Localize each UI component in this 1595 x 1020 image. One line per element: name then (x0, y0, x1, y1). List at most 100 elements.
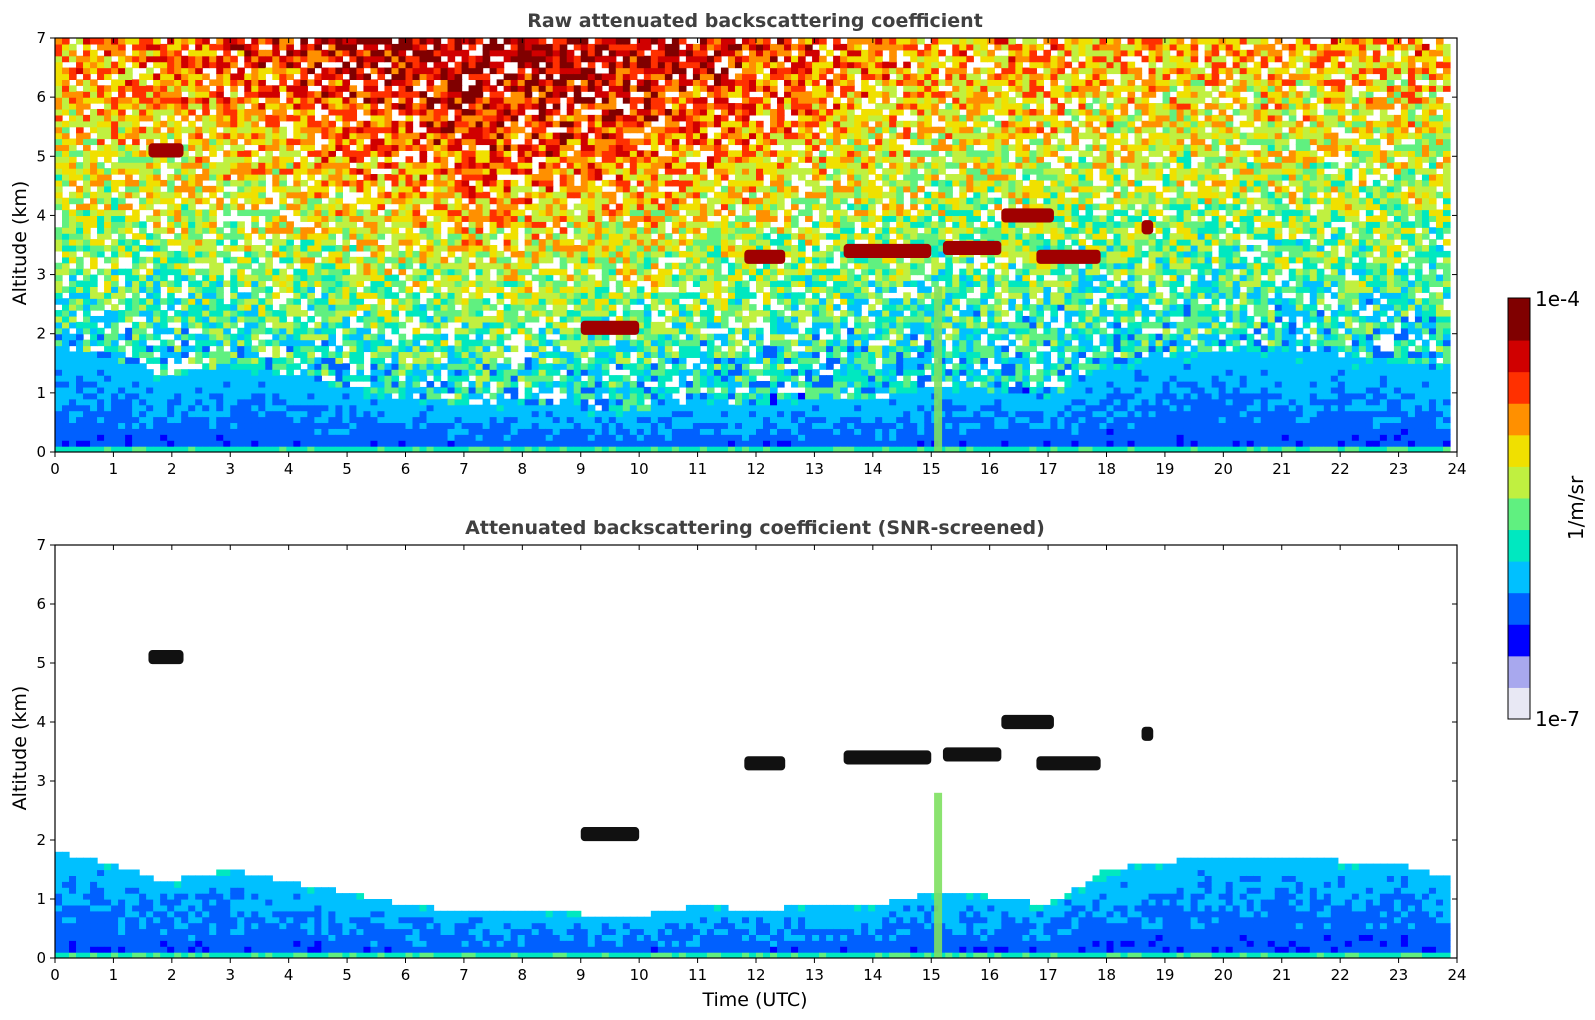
heatmap-cell (524, 203, 533, 211)
heatmap-cell (573, 416, 582, 424)
heatmap-cell (461, 174, 470, 181)
heatmap-cell (251, 304, 259, 311)
heatmap-cell (622, 144, 631, 151)
heatmap-cell (608, 67, 617, 75)
heatmap-cell (300, 434, 308, 441)
heatmap-cell (433, 168, 442, 175)
heatmap-cell (202, 392, 210, 400)
heatmap-cell (195, 126, 203, 134)
heatmap-cell (503, 422, 512, 429)
heatmap-cell (468, 103, 477, 110)
heatmap-cell (615, 43, 624, 51)
heatmap-cell (559, 292, 568, 299)
heatmap-cell (538, 91, 547, 98)
heatmap-cell (314, 321, 322, 329)
heatmap-cell (538, 197, 547, 205)
heatmap-cell (622, 357, 631, 364)
heatmap-cell (524, 144, 533, 151)
heatmap-cell (559, 85, 568, 92)
heatmap-cell (594, 91, 603, 98)
heatmap-cell (538, 191, 547, 199)
heatmap-cell (349, 245, 358, 252)
heatmap-cell (629, 428, 638, 435)
heatmap-cell (566, 103, 575, 110)
heatmap-cell (482, 250, 491, 258)
heatmap-cell (377, 73, 386, 80)
heatmap-cell (97, 398, 105, 406)
heatmap-cell (90, 79, 98, 86)
heatmap-cell (573, 61, 582, 69)
heatmap-cell (461, 369, 470, 376)
heatmap-cell (370, 239, 379, 246)
heatmap-cell (461, 233, 470, 240)
heatmap-cell (419, 168, 428, 175)
heatmap-cell (629, 49, 638, 57)
heatmap-cell (482, 233, 491, 240)
heatmap-cell (510, 126, 519, 134)
heatmap-cell (167, 298, 175, 305)
heatmap-cell (188, 97, 196, 104)
heatmap-cell (440, 174, 449, 181)
heatmap-cell (265, 410, 273, 418)
heatmap-cell (349, 416, 358, 424)
heatmap-cell (118, 191, 126, 199)
heatmap-cell (405, 38, 414, 45)
heatmap-cell (104, 203, 112, 211)
heatmap-cell (125, 67, 133, 75)
heatmap-cell (83, 315, 91, 323)
heatmap-cell (188, 108, 196, 116)
heatmap-cell (328, 203, 336, 211)
heatmap-cell (125, 85, 133, 92)
heatmap-cell (104, 91, 112, 98)
heatmap-cell (160, 103, 168, 110)
heatmap-cell (461, 191, 470, 199)
heatmap-cell (342, 398, 351, 406)
heatmap-cell (55, 428, 63, 435)
heatmap-cell (349, 138, 358, 146)
heatmap-cell (146, 428, 154, 435)
heatmap-cell (636, 416, 645, 424)
heatmap-cell (286, 280, 294, 287)
heatmap-cell (69, 446, 77, 452)
heatmap-cell (454, 209, 463, 217)
heatmap-cell (608, 386, 617, 394)
heatmap-cell (216, 310, 224, 317)
heatmap-cell (174, 203, 182, 211)
heatmap-cell (300, 422, 308, 429)
heatmap-cell (118, 298, 126, 305)
heatmap-cell (167, 428, 175, 435)
heatmap-cell (580, 446, 589, 452)
heatmap-cell (433, 55, 442, 63)
heatmap-cell (181, 410, 189, 418)
heatmap-cell (510, 410, 519, 418)
heatmap-cell (412, 203, 421, 211)
heatmap-cell (118, 245, 126, 252)
heatmap-cell (510, 38, 519, 45)
heatmap-cell (461, 298, 470, 305)
heatmap-cell (503, 55, 512, 63)
heatmap-cell (419, 280, 428, 287)
heatmap-cell (160, 422, 168, 429)
heatmap-cell (377, 404, 386, 412)
heatmap-cell (447, 245, 456, 252)
heatmap-cell (391, 120, 400, 128)
heatmap-cell (412, 132, 421, 140)
heatmap-cell (629, 292, 638, 299)
heatmap-cell (335, 43, 344, 51)
heatmap-cell (447, 357, 456, 364)
heatmap-cell (279, 150, 287, 157)
heatmap-cell (601, 79, 610, 86)
heatmap-cell (566, 339, 575, 347)
heatmap-cell (181, 227, 189, 234)
heatmap-cell (223, 179, 231, 187)
heatmap-cell (552, 197, 561, 205)
heatmap-cell (230, 274, 238, 282)
heatmap-cell (531, 315, 540, 323)
heatmap-cell (510, 191, 519, 199)
heatmap-cell (62, 315, 70, 323)
heatmap-cell (454, 256, 463, 264)
heatmap-cell (433, 138, 442, 146)
heatmap-cell (104, 292, 112, 299)
heatmap-cell (153, 280, 161, 287)
heatmap-cell (636, 197, 645, 205)
